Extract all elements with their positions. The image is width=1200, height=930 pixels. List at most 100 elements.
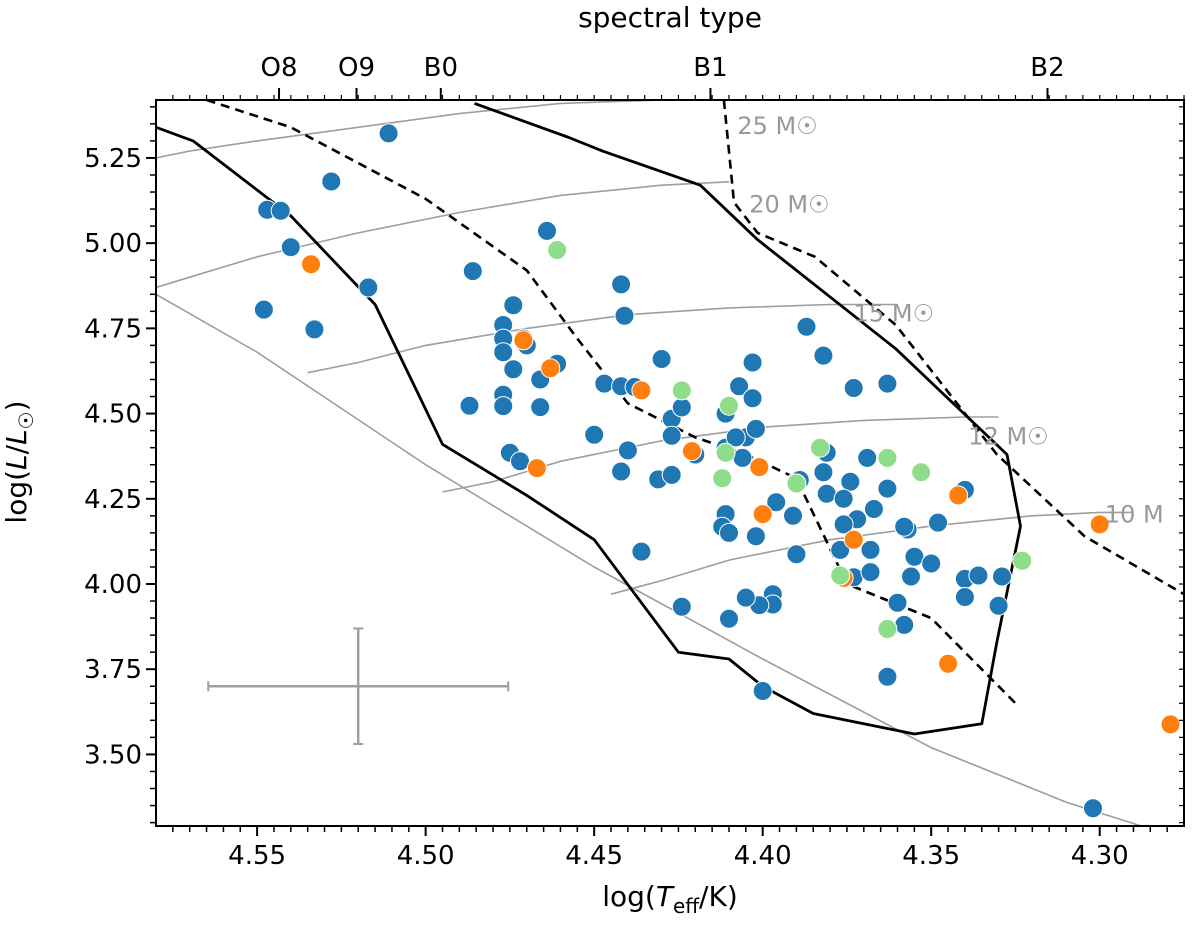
point-blue-47	[725, 427, 746, 448]
spectral-tick-label-O8: O8	[261, 53, 298, 83]
point-blue-44	[745, 418, 766, 439]
point-blue-27	[651, 349, 672, 369]
track-label-15: 15 M☉	[854, 300, 934, 328]
point-blue-7	[304, 319, 325, 340]
point-orange-3	[631, 380, 652, 401]
point-blue-5	[358, 277, 379, 298]
point-orange-0	[301, 254, 321, 275]
point-green-7	[877, 447, 898, 468]
point-blue-41	[742, 352, 763, 373]
point-blue-62	[877, 478, 898, 499]
point-green-10	[877, 619, 898, 639]
point-blue-8	[462, 261, 483, 282]
point-blue-40	[729, 376, 750, 397]
y-tick-label: 3.50	[84, 740, 142, 770]
point-blue-34	[611, 461, 632, 482]
point-blue-74	[928, 512, 948, 533]
point-blue-38	[510, 451, 530, 472]
point-blue-16	[493, 342, 514, 363]
y-tick-label: 4.00	[84, 570, 142, 600]
strip-dashed-left-boundary	[206, 100, 1017, 705]
point-blue-97	[671, 596, 692, 617]
track-labels: 25 M☉ 20 M☉ 15 M☉ 12 M☉ 10 M	[737, 112, 1163, 528]
point-blue-42	[742, 388, 763, 409]
spectral-tick-label-B0: B0	[424, 53, 458, 83]
point-blue-87	[786, 544, 807, 565]
instability-strip	[156, 100, 1184, 736]
point-green-2	[719, 395, 739, 416]
point-blue-82	[894, 614, 915, 635]
track-10-msun	[610, 511, 1134, 595]
y-axis: 3.50 3.75 4.00 4.25 4.50 4.75 5.00 5.25	[84, 106, 1184, 824]
point-blue-77	[968, 565, 989, 586]
x-tick-label: 4.45	[565, 841, 623, 871]
point-blue-11	[614, 305, 635, 326]
y-tick-label: 5.25	[84, 144, 142, 174]
point-blue-85	[766, 492, 787, 513]
track-label-10: 10 M	[1105, 501, 1164, 529]
point-blue-96	[719, 608, 739, 629]
point-blue-10	[611, 274, 632, 295]
point-blue-66	[860, 539, 881, 560]
point-blue-57	[816, 483, 837, 504]
point-blue-84	[752, 681, 773, 701]
point-green-4	[712, 468, 733, 489]
point-blue-4	[280, 237, 301, 258]
point-blue-52	[877, 373, 898, 394]
point-blue-86	[783, 505, 803, 526]
point-blue-32	[584, 424, 605, 445]
track-12-msun	[442, 416, 999, 493]
point-blue-80	[988, 595, 1009, 616]
point-blue-79	[992, 566, 1012, 587]
point-blue-95	[719, 522, 739, 543]
point-orange-13	[1160, 714, 1181, 735]
point-blue-58	[840, 471, 861, 492]
track-label-12: 12 M☉	[968, 422, 1048, 450]
point-blue-61	[863, 499, 884, 519]
x-tick-label: 4.50	[397, 841, 455, 871]
evolutionary-tracks	[156, 100, 1134, 595]
x-axis: 4.55 4.50 4.45 4.40 4.35 4.30	[172, 826, 1168, 871]
point-blue-60	[857, 447, 878, 468]
point-orange-10	[948, 485, 969, 506]
top-axis-title: spectral type	[578, 1, 762, 34]
track-20-msun	[156, 181, 730, 289]
point-green-1	[671, 380, 692, 401]
point-blue-68	[860, 562, 881, 583]
point-orange-12	[1089, 514, 1110, 535]
strip-dashed-right-boundary	[722, 100, 1184, 596]
point-green-9	[830, 565, 851, 586]
point-orange-2	[540, 358, 561, 379]
point-orange-7	[752, 504, 773, 525]
point-blue-24	[459, 395, 480, 416]
point-blue-73	[921, 553, 942, 574]
point-orange-11	[938, 653, 959, 674]
point-blue-33	[617, 440, 638, 461]
y-tick-label: 4.50	[84, 400, 142, 430]
point-blue-31	[661, 425, 682, 446]
data-points	[253, 123, 1181, 819]
point-orange-5	[681, 441, 702, 462]
typical-error-bar	[207, 627, 510, 746]
point-blue-59	[833, 488, 854, 509]
track-label-20: 20 M☉	[749, 191, 829, 219]
point-green-5	[810, 437, 830, 458]
point-orange-6	[749, 457, 770, 478]
point-blue-25	[594, 373, 615, 394]
point-blue-78	[954, 587, 975, 607]
point-blue-65	[830, 539, 851, 560]
point-blue-72	[894, 516, 915, 537]
point-blue-99	[1083, 798, 1103, 819]
point-blue-83	[877, 666, 898, 687]
point-orange-4	[526, 458, 547, 479]
x-axis-title: log(Teff/K)	[602, 880, 738, 918]
point-blue-23	[530, 397, 551, 418]
track-label-25: 25 M☉	[737, 112, 817, 140]
point-blue-92	[735, 587, 756, 608]
point-green-11	[1012, 550, 1033, 571]
track-15-msun	[307, 303, 898, 374]
spectral-tick-label-O9: O9	[338, 53, 375, 83]
y-tick-label: 4.75	[84, 314, 142, 344]
point-blue-90	[745, 526, 766, 547]
spectral-tick-label-B2: B2	[1030, 53, 1064, 83]
